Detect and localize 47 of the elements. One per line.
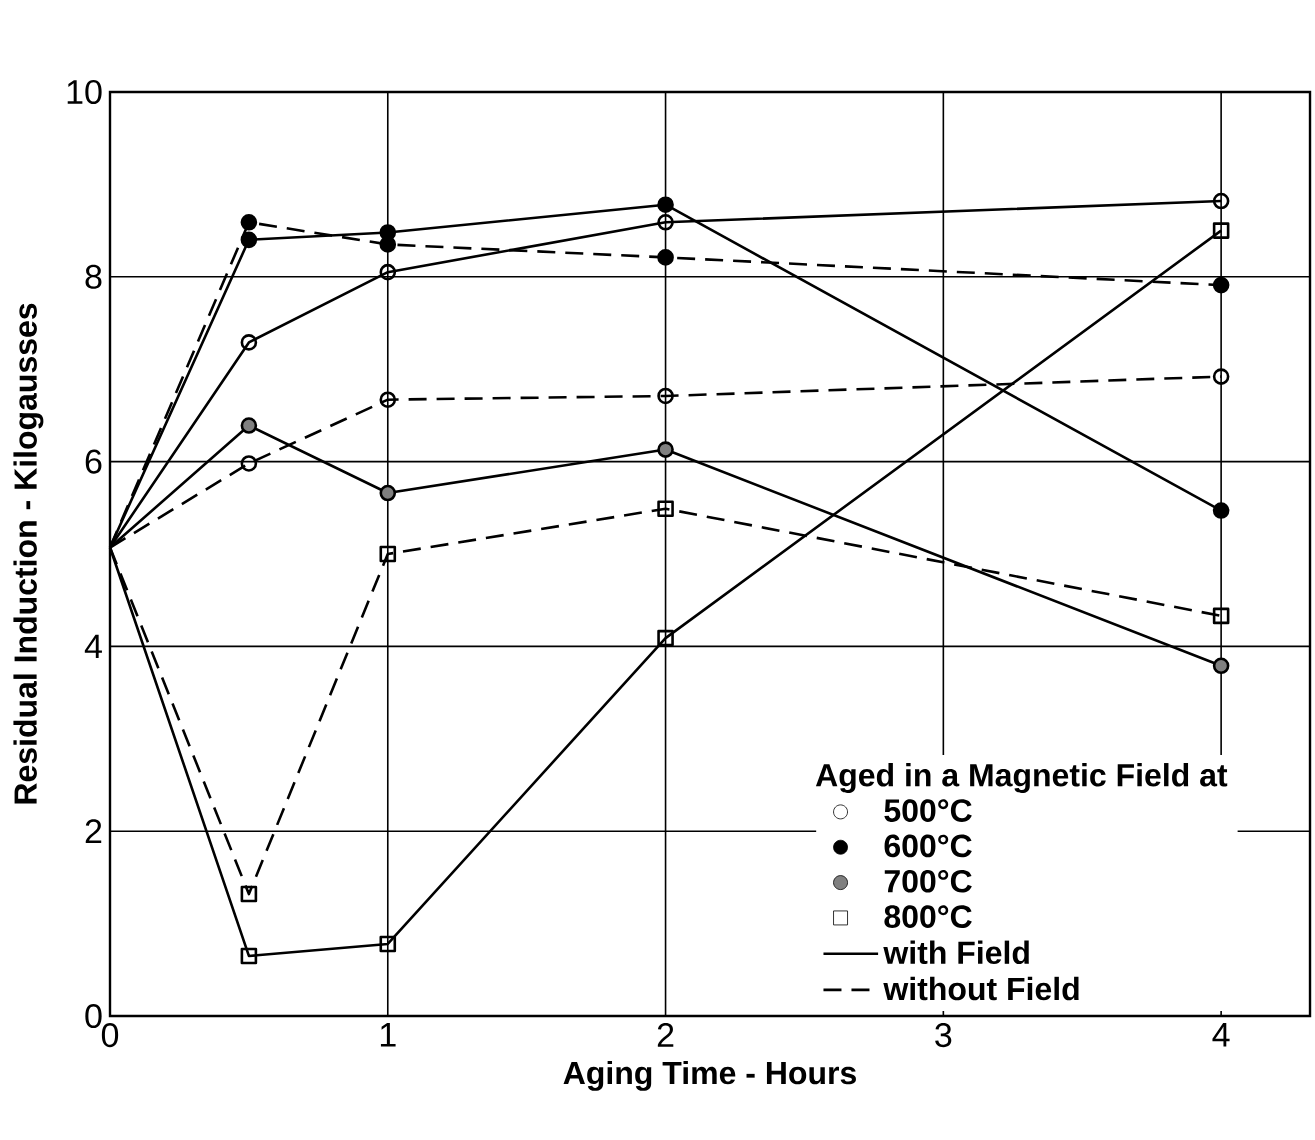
point (240, 417, 258, 434)
point (379, 263, 397, 281)
point (379, 236, 397, 253)
y-tick-label: 8 (85, 264, 102, 289)
point (240, 947, 258, 965)
point (657, 196, 674, 214)
point (657, 500, 674, 518)
point (1212, 192, 1230, 210)
point (379, 484, 397, 502)
point (657, 213, 674, 231)
y-axis-title: Residual Induction - Kilogausses (13, 303, 44, 804)
point (657, 387, 674, 405)
point (1212, 657, 1230, 675)
y-tick-label: 2 (85, 819, 102, 844)
point (379, 935, 397, 953)
point (1212, 607, 1230, 625)
legend-label: 500°C (884, 799, 972, 822)
point (379, 545, 397, 563)
point (240, 885, 258, 903)
point (657, 441, 674, 458)
y-tick-label: 0 (85, 1003, 102, 1029)
y-tick-label: 4 (84, 634, 102, 659)
x-tick-label: 1 (380, 1023, 396, 1047)
point (240, 334, 258, 351)
legend-label: 800°C (884, 905, 972, 928)
x-axis-title: Aging Time - Hours (563, 1060, 856, 1091)
x-tick-label: 0 (101, 1023, 119, 1048)
y-tick-label: 10 (67, 79, 102, 105)
annotation: without Field (883, 976, 1079, 1001)
annotation: with Field (883, 940, 1029, 965)
point (1212, 368, 1230, 385)
point (240, 231, 258, 249)
point (1212, 502, 1230, 519)
point (240, 455, 258, 472)
point (240, 213, 258, 231)
point (1212, 222, 1230, 239)
x-tick-label: 2 (657, 1023, 674, 1047)
legend-title: Aged in a Magnetic Field at (815, 763, 1228, 794)
point (1212, 276, 1230, 294)
x-tick-label: 3 (935, 1023, 952, 1048)
point (657, 249, 674, 266)
legend-label: 600°C (884, 834, 972, 858)
legend-label: 700°C (884, 869, 972, 893)
point (379, 391, 397, 408)
x-tick-label: 4 (1212, 1023, 1230, 1047)
point (657, 629, 674, 647)
y-tick-label: 6 (85, 449, 102, 474)
